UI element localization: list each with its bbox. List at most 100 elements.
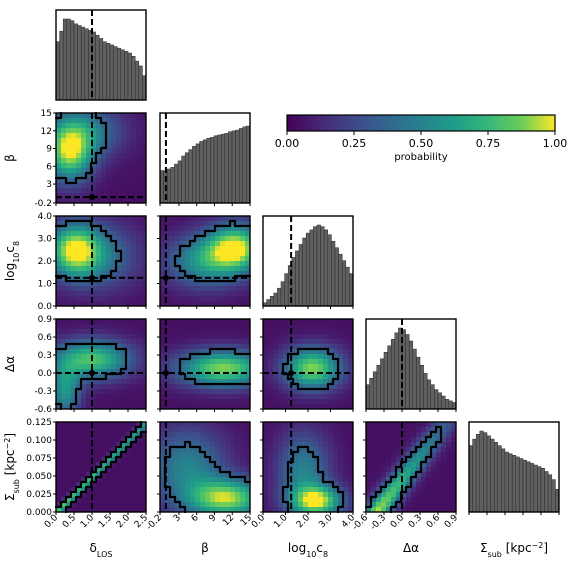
density-cell [195,226,201,232]
density-cell [76,384,82,390]
density-cell [278,437,284,443]
density-cell [421,452,427,458]
density-cell [215,472,221,478]
density-cell [66,193,72,199]
density-cell [170,487,176,493]
density-cell [180,492,186,498]
density-cell [96,447,102,453]
density-cell [141,324,147,330]
density-cell [431,482,437,488]
density-cell [283,472,289,478]
density-cell [121,236,127,242]
density-cell [111,334,117,340]
density-cell [131,133,137,139]
histogram-bar [170,167,175,204]
histogram-bar [269,296,275,307]
density-cell [200,324,206,330]
density-cell [220,339,226,345]
density-cell [190,399,196,405]
density-cell [441,427,447,433]
density-cell [215,236,221,242]
density-cell [56,296,62,302]
density-cell [170,251,176,257]
density-cell [293,379,299,385]
density-cell [411,502,417,508]
density-cell [381,472,387,478]
density-cell [86,502,92,508]
density-cell [96,319,102,325]
density-cell [121,334,127,340]
density-cell [185,507,191,513]
density-cell [406,432,412,438]
density-cell [273,457,279,463]
density-cell [215,226,221,232]
density-cell [175,241,181,247]
joint-panel-delta_alpha-delta_los [55,318,147,410]
density-cell [308,462,314,468]
density-cell [240,261,246,267]
density-cell [343,379,349,385]
density-cell [126,399,132,405]
density-cell [126,216,132,222]
histogram-bar [529,463,535,513]
density-cell [71,138,77,144]
density-cell [441,447,447,453]
density-cell [366,432,372,438]
density-cell [81,138,87,144]
density-cell [96,472,102,478]
density-cell [136,281,142,287]
density-cell [91,168,97,174]
density-cell [76,487,82,493]
density-cell [96,452,102,458]
density-cell [391,422,397,428]
density-cell [245,389,251,395]
density-cell [205,422,211,428]
density-cell [303,364,309,370]
density-cell [96,507,102,513]
density-cell [106,226,112,232]
density-cell [348,384,354,390]
density-cell [195,432,201,438]
density-cell [175,231,181,237]
density-cell [141,118,147,124]
density-cell [175,246,181,252]
density-cell [91,482,97,488]
density-cell [111,462,117,468]
density-cell [328,492,334,498]
density-cell [91,291,97,297]
density-cell [141,394,147,400]
density-cell [268,394,274,400]
density-cell [348,399,354,405]
density-cell [200,221,206,227]
density-cell [96,226,102,232]
density-cell [141,354,147,360]
density-cell [318,359,324,365]
density-cell [126,173,132,179]
density-cell [121,462,127,468]
density-cell [101,198,107,204]
density-cell [56,364,62,370]
density-cell [278,497,284,503]
density-cell [86,379,92,385]
density-cell [200,467,206,473]
density-cell [195,404,201,410]
density-cell [116,158,122,164]
density-cell [263,442,269,448]
density-cell [81,457,87,463]
density-cell [235,457,241,463]
density-cell [426,457,432,463]
density-cell [116,452,122,458]
density-cell [61,432,67,438]
density-cell [111,437,117,443]
density-cell [106,148,112,154]
density-cell [426,492,432,498]
histogram-bar [475,433,481,513]
density-cell [76,389,82,395]
density-cell [195,319,201,325]
density-cell [61,276,67,282]
density-cell [111,271,117,277]
density-cell [170,339,176,345]
density-cell [141,266,147,272]
density-cell [56,193,62,199]
density-cell [195,266,201,272]
